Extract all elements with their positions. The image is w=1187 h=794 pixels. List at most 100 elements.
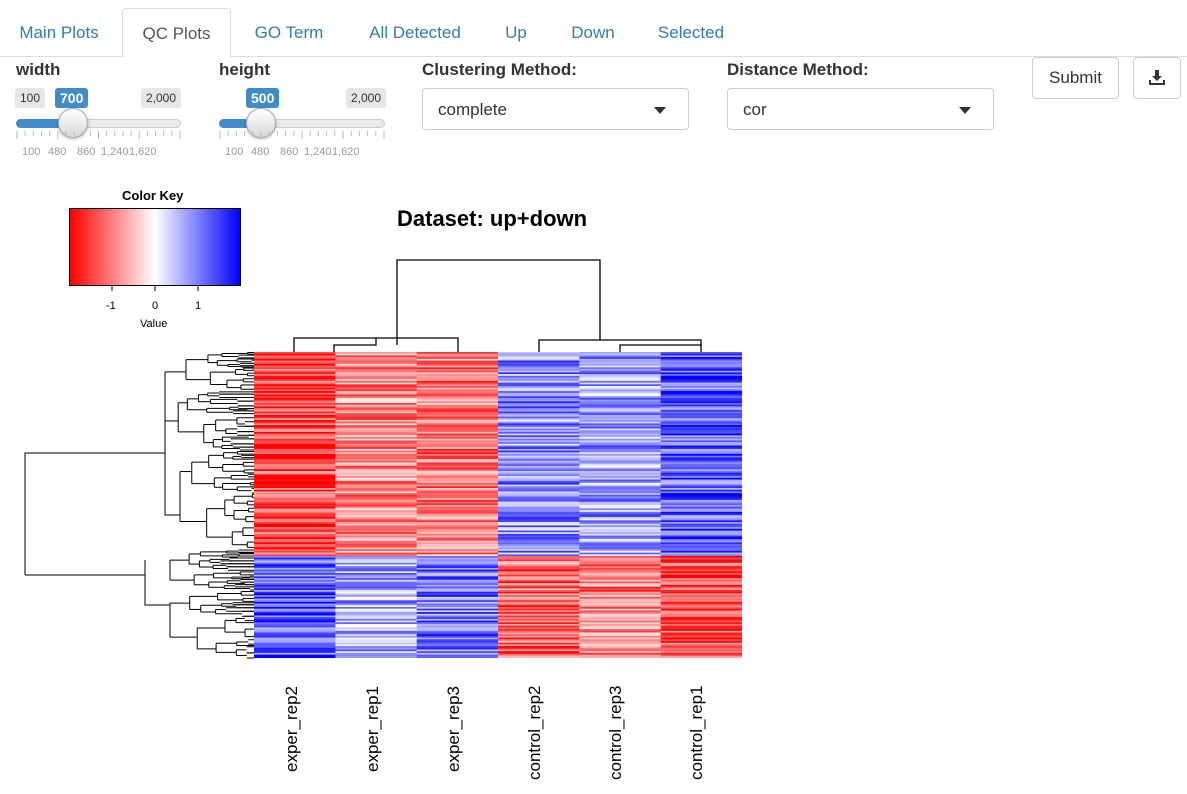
heatmap-cell bbox=[660, 450, 742, 453]
heatmap-cell bbox=[416, 590, 499, 593]
heatmap-cell bbox=[416, 652, 499, 656]
clustering-method-select[interactable]: complete bbox=[422, 88, 689, 130]
heatmap-cell bbox=[660, 391, 742, 394]
heatmap-cell bbox=[335, 544, 418, 547]
heatmap-cell bbox=[254, 540, 336, 543]
tab-selected[interactable]: Selected bbox=[657, 23, 725, 42]
heatmap-cell bbox=[579, 372, 662, 375]
heatmap-cell bbox=[660, 476, 742, 479]
heatmap-cell bbox=[416, 537, 499, 540]
heatmap-cell bbox=[498, 499, 580, 503]
heatmap-cell bbox=[416, 603, 499, 606]
heatmap-cell bbox=[335, 554, 418, 557]
heatmap-cell bbox=[254, 590, 336, 593]
heatmap-cell bbox=[498, 353, 580, 356]
tab-up[interactable]: Up bbox=[505, 23, 527, 42]
tab-qc-plots[interactable]: QC Plots bbox=[122, 8, 231, 58]
dendrogram-branch bbox=[237, 397, 254, 402]
heatmap-cell bbox=[498, 578, 580, 581]
heatmap-cell bbox=[254, 535, 336, 538]
heatmap-cell bbox=[498, 530, 580, 533]
heatmap-cell bbox=[416, 527, 499, 530]
distance-method-select[interactable]: cor bbox=[727, 88, 994, 130]
heatmap-cell bbox=[498, 448, 580, 452]
heatmap-cell bbox=[416, 528, 499, 531]
heatmap-cell bbox=[660, 431, 742, 435]
heatmap-cell bbox=[335, 496, 418, 499]
heatmap-cell bbox=[335, 471, 418, 474]
tab-go-term[interactable]: GO Term bbox=[254, 23, 324, 42]
heatmap-cell bbox=[416, 511, 499, 514]
heatmap-cell bbox=[416, 523, 499, 526]
submit-button[interactable]: Submit bbox=[1032, 57, 1119, 99]
heatmap-cell bbox=[335, 523, 418, 526]
width-slider-handle[interactable] bbox=[58, 108, 88, 138]
heatmap-cell bbox=[335, 392, 418, 395]
heatmap-cell bbox=[335, 425, 418, 428]
heatmap-cell bbox=[335, 418, 418, 421]
heatmap-cell bbox=[579, 484, 662, 487]
heatmap-cell bbox=[498, 612, 580, 615]
heatmap-cell bbox=[254, 397, 336, 401]
heatmap-cell bbox=[416, 557, 499, 560]
heatmap-cell bbox=[416, 656, 499, 658]
heatmap-cell bbox=[498, 391, 580, 394]
heatmap-cell bbox=[498, 411, 580, 414]
heatmap-cell bbox=[335, 583, 418, 586]
heatmap-cell bbox=[416, 549, 499, 552]
heatmap-cell bbox=[335, 635, 418, 639]
heatmap-cell bbox=[254, 625, 336, 628]
heatmap-cell bbox=[254, 532, 336, 535]
heatmap-cell bbox=[579, 549, 662, 552]
heatmap-cell bbox=[579, 363, 662, 367]
heatmap-cell bbox=[660, 630, 742, 633]
heatmap-cell bbox=[416, 472, 499, 475]
heatmap-cell bbox=[254, 440, 336, 443]
heatmap-cell bbox=[660, 516, 742, 520]
heatmap-cell bbox=[498, 477, 580, 480]
heatmap-cell bbox=[579, 369, 662, 372]
heatmap-cell bbox=[660, 401, 742, 404]
heatmap-cell bbox=[579, 622, 662, 625]
heatmap-cell bbox=[498, 622, 580, 625]
heatmap-cell bbox=[498, 635, 580, 639]
width-slider-fill bbox=[16, 119, 73, 128]
heatmap-cell bbox=[498, 447, 580, 450]
heatmap-cell bbox=[579, 471, 662, 474]
heatmap-cell bbox=[416, 586, 499, 589]
download-button[interactable] bbox=[1133, 57, 1181, 99]
heatmap-cell bbox=[579, 494, 662, 497]
width-min-badge: 100 bbox=[15, 88, 46, 108]
heatmap-cell bbox=[416, 542, 499, 545]
heatmap-cell bbox=[498, 491, 580, 494]
heatmap-cell bbox=[254, 431, 336, 435]
heatmap-column-label: exper_rep3 bbox=[444, 685, 463, 772]
heatmap-cell bbox=[335, 486, 418, 489]
tab-down[interactable]: Down bbox=[571, 23, 615, 42]
heatmap-cell bbox=[660, 545, 742, 548]
heatmap-cell bbox=[254, 464, 336, 467]
heatmap-cell bbox=[254, 396, 336, 399]
heatmap-cell bbox=[660, 447, 742, 450]
heatmap-cell bbox=[579, 562, 662, 565]
tab-main-plots[interactable]: Main Plots bbox=[19, 23, 99, 42]
heatmap-cell bbox=[498, 413, 580, 416]
heatmap-cell bbox=[498, 442, 580, 445]
heatmap-cell bbox=[335, 479, 418, 482]
heatmap-cell bbox=[416, 581, 499, 584]
heatmap-cell bbox=[416, 622, 499, 625]
heatmap-cell bbox=[254, 596, 336, 599]
heatmap-cell bbox=[498, 430, 580, 433]
height-tick-label: 1,240 bbox=[304, 146, 332, 158]
heatmap-cell bbox=[254, 391, 336, 394]
heatmap-cell bbox=[416, 651, 499, 654]
heatmap-cell bbox=[579, 418, 662, 421]
tab-all-detected[interactable]: All Detected bbox=[369, 23, 461, 42]
heatmap-cell bbox=[498, 593, 580, 596]
heatmap-cell bbox=[660, 508, 742, 511]
heatmap-cell bbox=[660, 397, 742, 401]
heatmap-cell bbox=[254, 578, 336, 581]
heatmap-cell bbox=[254, 586, 336, 589]
heatmap-cell bbox=[416, 394, 499, 397]
heatmap-cell bbox=[660, 629, 742, 632]
